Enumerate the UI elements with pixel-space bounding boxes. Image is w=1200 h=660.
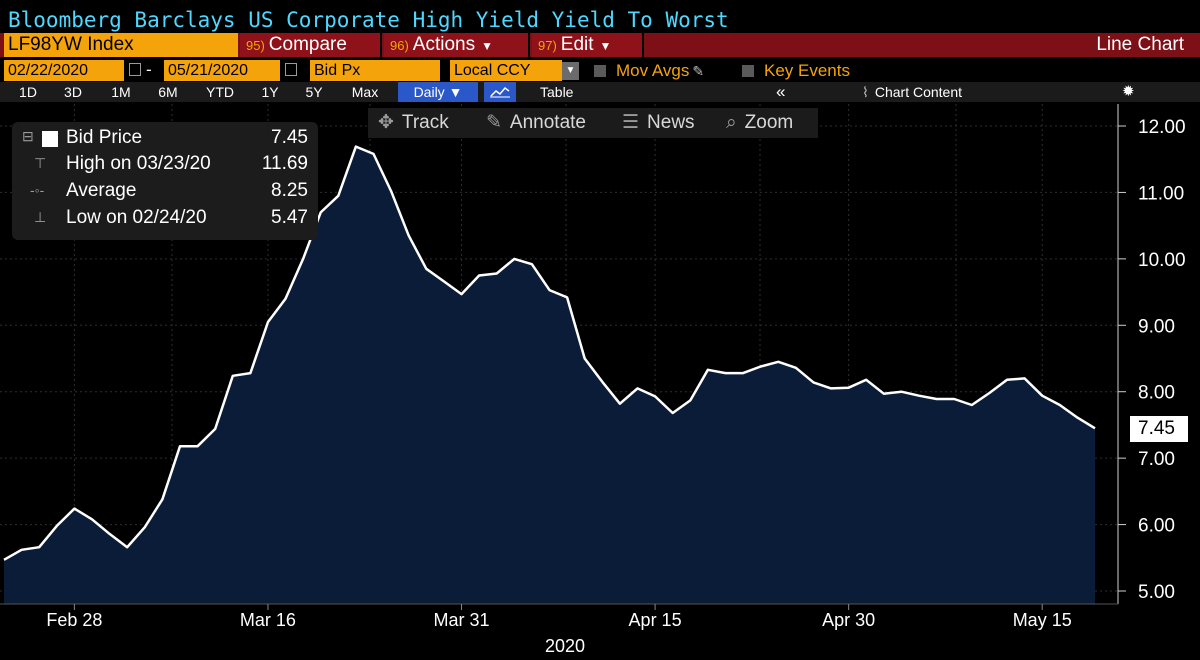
x-axis-year-label: 2020 [545, 636, 585, 656]
y-tick-label: 9.00 [1138, 316, 1175, 337]
key-events-label[interactable]: Key Events [764, 61, 850, 80]
chart-toolbar [368, 108, 818, 138]
edit-num: 97) [538, 38, 557, 53]
timeframe-5y[interactable]: 5Y [305, 84, 323, 100]
edit-label: Edit [560, 34, 594, 55]
security-title: Bloomberg Barclays US Corporate High Yie… [8, 8, 729, 32]
chevron-down-icon[interactable]: ▼ [562, 62, 579, 80]
timeframe-1m[interactable]: 1M [111, 84, 131, 100]
high-marker-icon: ⊤ [34, 155, 47, 171]
collapse-icon[interactable]: ⊟ [22, 128, 34, 144]
y-axis: 5.00 6.00 7.00 8.00 9.00 10.00 11.00 12.00 [1118, 117, 1186, 603]
magnifier-icon: ⌕ [726, 112, 737, 133]
line-chart-icon-glyph [490, 86, 510, 98]
average-marker-icon: -◦- [30, 182, 45, 198]
currency-select[interactable]: Local CCY [450, 60, 562, 81]
y-tick-label: 5.00 [1138, 582, 1175, 603]
y-tick-label: 12.00 [1138, 117, 1186, 138]
bid-price-label: Bid Price [66, 127, 143, 148]
timeframe-max[interactable]: Max [351, 84, 379, 100]
y-tick-label: 11.00 [1138, 183, 1184, 204]
x-tick-label: Mar 31 [434, 610, 490, 630]
average-label: Average [66, 180, 137, 201]
calendar-icon[interactable] [129, 63, 141, 76]
compare-num: 95) [246, 38, 265, 53]
track-label: Track [401, 112, 449, 133]
actions-num: 96) [390, 38, 409, 53]
news-icon: ☰ [622, 112, 640, 133]
series-swatch [42, 131, 58, 147]
y-tick-label: 8.00 [1138, 383, 1175, 404]
calendar-icon[interactable] [285, 63, 297, 76]
zoom-button[interactable]: ⌕ Zoom [726, 108, 793, 138]
x-tick-label: Mar 16 [240, 610, 296, 630]
price-area-fill [4, 146, 1095, 604]
y-tick-label: 7.00 [1138, 449, 1175, 470]
frequency-label: Daily [413, 84, 445, 100]
mov-avgs-label[interactable]: Mov Avgs ✎ [616, 60, 704, 82]
edit-button[interactable]: 97) Edit ▼ [532, 33, 644, 57]
x-tick-label: Apr 15 [629, 610, 682, 630]
x-tick-label: Apr 30 [822, 610, 875, 630]
crosshair-icon: ✥ [378, 112, 394, 133]
bid-price-value: 7.45 [271, 127, 308, 148]
collapse-icon[interactable]: « [776, 82, 786, 101]
chevron-down-icon: ▼ [599, 39, 612, 53]
price-line [3, 145, 1096, 561]
end-date-field[interactable]: 05/21/2020 [164, 60, 280, 81]
news-button[interactable]: ☰ News [622, 108, 695, 138]
area-chart-icon: ⌇ [862, 84, 869, 100]
x-tick-label: Feb 28 [46, 610, 102, 630]
chevron-down-icon: ▼ [448, 84, 463, 100]
low-marker-icon: ⊥ [34, 209, 47, 225]
chart-content-label: Chart Content [874, 84, 963, 100]
actions-label: Actions [412, 34, 476, 55]
y-tick-label: 10.00 [1138, 250, 1186, 271]
table-view-button[interactable]: Table [540, 84, 574, 100]
pencil-icon: ✎ [486, 112, 502, 133]
pencil-icon: ✎ [692, 63, 705, 79]
low-label: Low on 02/24/20 [66, 207, 207, 228]
x-axis: Feb 28 Mar 16 Mar 31 Apr 15 Apr 30 May 15 [0, 603, 1118, 630]
timeframe-ytd[interactable]: YTD [206, 84, 234, 100]
timeframe-6m[interactable]: 6M [158, 84, 178, 100]
chart-content-button[interactable]: ⌇ Chart Content [862, 82, 962, 102]
timeframe-3d[interactable]: 3D [64, 84, 82, 100]
ticker-field[interactable]: LF98YW Index [4, 33, 238, 57]
last-price-tag: 7.45 [1130, 416, 1188, 442]
timeframe-bar [0, 82, 1200, 102]
chart-type-label[interactable]: Line Chart [1096, 34, 1184, 55]
date-range-dash: - [146, 60, 152, 79]
annotate-button[interactable]: ✎ Annotate [486, 108, 586, 138]
low-value: 5.47 [271, 207, 308, 228]
timeframe-1y[interactable]: 1Y [261, 84, 279, 100]
news-label: News [647, 112, 695, 133]
track-button[interactable]: ✥ Track [378, 108, 449, 138]
compare-button[interactable]: 95) Compare [240, 33, 382, 57]
x-tick-label: May 15 [1013, 610, 1072, 630]
compare-label: Compare [268, 34, 347, 55]
high-label: High on 03/23/20 [66, 153, 211, 174]
chevron-down-icon: ▼ [481, 39, 493, 53]
start-date-field[interactable]: 02/22/2020 [4, 60, 124, 81]
y-tick-label: 6.00 [1138, 516, 1175, 537]
annotate-label: Annotate [509, 112, 586, 133]
frequency-select[interactable]: Daily ▼ [398, 82, 478, 102]
legend-panel: ⊟ Bid Price 7.45 ⊤ High on 03/23/20 11.6… [12, 122, 318, 240]
key-events-checkbox[interactable] [742, 65, 754, 77]
mov-avgs-checkbox[interactable] [594, 65, 606, 77]
gear-icon[interactable]: ✹ [1122, 83, 1135, 100]
line-chart-icon[interactable] [484, 82, 516, 102]
average-value: 8.25 [271, 180, 308, 201]
zoom-label: Zoom [744, 112, 794, 133]
high-value: 11.69 [261, 153, 308, 174]
mov-avgs-text: Mov Avgs [616, 61, 690, 80]
cropped-top-strip [0, 0, 1200, 8]
timeframe-1d[interactable]: 1D [19, 84, 37, 100]
actions-button[interactable]: 96) Actions ▼ [384, 33, 530, 57]
price-field-select[interactable]: Bid Px [310, 60, 440, 81]
